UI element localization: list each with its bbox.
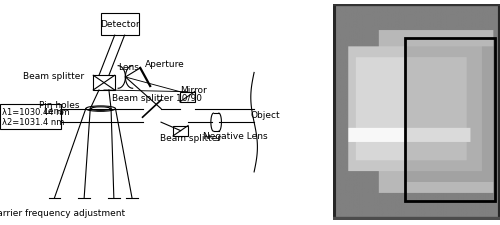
Text: λ2=1031.4 nm: λ2=1031.4 nm [2,118,64,127]
Ellipse shape [91,107,110,111]
Bar [404,39,495,201]
Bar [174,126,188,136]
Text: Carrier frequency adjustment: Carrier frequency adjustment [0,208,125,217]
Text: Beam splitter: Beam splitter [160,134,221,143]
Text: λ1=1030.44 nm: λ1=1030.44 nm [2,108,70,117]
Text: Beam splitter 10/90: Beam splitter 10/90 [112,93,202,102]
Bar [180,92,194,102]
Text: Beam splitter: Beam splitter [23,72,84,81]
Bar [0,105,61,129]
Text: Lens: Lens [43,107,64,116]
Ellipse shape [86,106,116,112]
Text: Mirror: Mirror [180,86,206,94]
Text: Object: Object [251,110,280,119]
Text: Aperture: Aperture [145,60,185,69]
Text: Detector: Detector [100,20,140,29]
Bar [100,14,138,36]
Text: Negative Lens: Negative Lens [203,132,268,141]
Text: Lens: Lens [118,63,139,72]
Bar [93,76,114,90]
Text: Pin holes: Pin holes [39,100,80,109]
